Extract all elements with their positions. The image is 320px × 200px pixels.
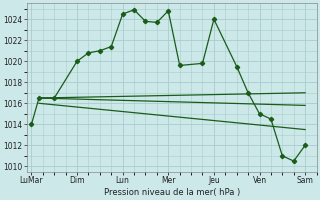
X-axis label: Pression niveau de la mer( hPa ): Pression niveau de la mer( hPa ) <box>104 188 240 197</box>
